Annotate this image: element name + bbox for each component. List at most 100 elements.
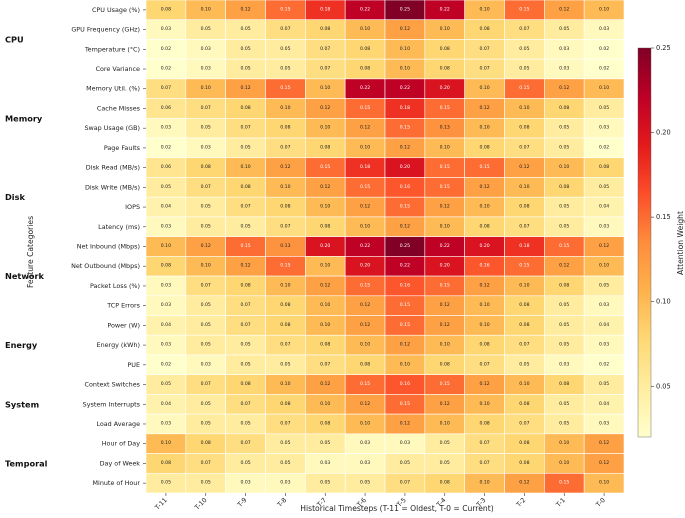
cell-value-label: 0.05 bbox=[240, 66, 250, 72]
cell-value-label: 0.10 bbox=[400, 46, 410, 52]
colorbar-title: Attention Weight bbox=[676, 211, 685, 275]
cell-value-label: 0.03 bbox=[161, 420, 171, 426]
cell-value-label: 0.02 bbox=[161, 144, 171, 150]
cell-value-label: 0.08 bbox=[280, 401, 290, 407]
row-label: GPU Frequency (GHz) bbox=[71, 26, 140, 34]
cell-value-label: 0.10 bbox=[360, 26, 370, 32]
cell-value-label: 0.10 bbox=[479, 125, 489, 131]
cell-value-label: 0.10 bbox=[599, 6, 609, 12]
cell-value-label: 0.02 bbox=[599, 46, 609, 52]
cell-value-label: 0.03 bbox=[161, 302, 171, 308]
column-label: T-0 bbox=[594, 496, 607, 509]
x-axis-title: Historical Timesteps (T-11 = Oldest, T-0… bbox=[300, 504, 493, 513]
cell-value-label: 0.05 bbox=[559, 223, 569, 229]
column-label: T-1 bbox=[554, 496, 567, 509]
cell-value-label: 0.07 bbox=[519, 342, 529, 348]
cell-value-label: 0.10 bbox=[519, 184, 529, 190]
cell-value-label: 0.15 bbox=[400, 204, 410, 210]
cell-value-label: 0.08 bbox=[519, 322, 529, 328]
cell-value-label: 0.07 bbox=[519, 223, 529, 229]
row-label: Context Switches bbox=[85, 381, 141, 389]
cell-value-label: 0.10 bbox=[519, 282, 529, 288]
cell-value-label: 0.10 bbox=[320, 204, 330, 210]
cell-value-label: 0.16 bbox=[400, 381, 410, 387]
row-label: Minute of Hour bbox=[93, 479, 141, 487]
cell-value-label: 0.03 bbox=[161, 125, 171, 131]
cell-value-label: 0.15 bbox=[240, 243, 250, 249]
group-labels: CPU Memory Disk Network Energy System Temporal bbox=[5, 34, 48, 468]
cell-value-label: 0.05 bbox=[201, 420, 211, 426]
cell-value-label: 0.15 bbox=[440, 282, 450, 288]
cell-value-label: 0.08 bbox=[320, 26, 330, 32]
cell-value-label: 0.12 bbox=[400, 420, 410, 426]
cell-value-label: 0.10 bbox=[240, 164, 250, 170]
cell-value-label: 0.08 bbox=[161, 460, 171, 466]
cell-value-label: 0.08 bbox=[559, 184, 569, 190]
cell-value-label: 0.07 bbox=[161, 85, 171, 91]
cell-value-label: 0.05 bbox=[240, 361, 250, 367]
cell-value-label: 0.12 bbox=[479, 105, 489, 111]
cell-value-label: 0.07 bbox=[479, 46, 489, 52]
cell-value-label: 0.12 bbox=[280, 164, 290, 170]
cell-value-label: 0.15 bbox=[360, 105, 370, 111]
cell-value-label: 0.10 bbox=[479, 85, 489, 91]
cell-value-label: 0.02 bbox=[599, 66, 609, 72]
cell-value-label: 0.20 bbox=[360, 263, 370, 269]
cell-value-label: 0.15 bbox=[400, 302, 410, 308]
cell-value-label: 0.05 bbox=[240, 46, 250, 52]
cell-value-label: 0.03 bbox=[599, 125, 609, 131]
cell-value-label: 0.07 bbox=[320, 66, 330, 72]
cell-value-label: 0.18 bbox=[400, 105, 410, 111]
cell-value-label: 0.03 bbox=[280, 480, 290, 486]
cell-value-label: 0.08 bbox=[360, 361, 370, 367]
cell-value-label: 0.07 bbox=[240, 401, 250, 407]
cell-value-label: 0.05 bbox=[201, 401, 211, 407]
cell-value-label: 0.03 bbox=[599, 342, 609, 348]
column-label: T-2 bbox=[514, 496, 527, 509]
cell-value-label: 0.04 bbox=[599, 401, 609, 407]
cell-value-label: 0.20 bbox=[320, 243, 330, 249]
cell-value-label: 0.12 bbox=[440, 322, 450, 328]
cell-value-label: 0.10 bbox=[559, 164, 569, 170]
cell-value-label: 0.25 bbox=[400, 6, 410, 12]
cell-value-label: 0.22 bbox=[440, 243, 450, 249]
cell-value-label: 0.02 bbox=[599, 144, 609, 150]
row-label: Net Outbound (Mbps) bbox=[71, 262, 140, 270]
cell-value-label: 0.12 bbox=[599, 440, 609, 446]
cell-value-label: 0.12 bbox=[519, 480, 529, 486]
row-label: CPU Usage (%) bbox=[92, 6, 140, 14]
cell-value-label: 0.12 bbox=[479, 184, 489, 190]
cell-value-label: 0.15 bbox=[280, 263, 290, 269]
cell-value-label: 0.07 bbox=[280, 223, 290, 229]
cell-value-label: 0.22 bbox=[400, 263, 410, 269]
cell-value-label: 0.03 bbox=[201, 66, 211, 72]
row-label: Temperature (°C) bbox=[84, 45, 140, 53]
cell-value-label: 0.05 bbox=[280, 361, 290, 367]
cell-value-label: 0.03 bbox=[161, 282, 171, 288]
cell-value-label: 0.07 bbox=[479, 66, 489, 72]
cell-value-label: 0.12 bbox=[320, 105, 330, 111]
cell-value-label: 0.02 bbox=[161, 46, 171, 52]
cell-value-label: 0.10 bbox=[400, 361, 410, 367]
cell-value-label: 0.10 bbox=[479, 6, 489, 12]
cell-value-label: 0.10 bbox=[519, 381, 529, 387]
cell-value-label: 0.15 bbox=[400, 401, 410, 407]
cell-value-label: 0.10 bbox=[161, 243, 171, 249]
cell-value-label: 0.12 bbox=[400, 223, 410, 229]
cell-value-label: 0.08 bbox=[240, 184, 250, 190]
cell-value-label: 0.07 bbox=[479, 440, 489, 446]
cell-value-label: 0.06 bbox=[161, 164, 171, 170]
heatmap-cells: 0.08 0.10 0.12 0.15 0.18 0.22 0.25 0.22 0.10 0.15… bbox=[145, 0, 625, 494]
cell-value-label: 0.10 bbox=[599, 263, 609, 269]
cell-value-label: 0.03 bbox=[559, 66, 569, 72]
cell-value-label: 0.08 bbox=[280, 125, 290, 131]
cell-value-label: 0.08 bbox=[201, 164, 211, 170]
cell-value-label: 0.08 bbox=[519, 401, 529, 407]
cell-value-label: 0.10 bbox=[360, 144, 370, 150]
cell-value-label: 0.10 bbox=[320, 322, 330, 328]
cell-value-label: 0.05 bbox=[280, 66, 290, 72]
cell-value-label: 0.03 bbox=[360, 440, 370, 446]
cell-value-label: 0.12 bbox=[440, 204, 450, 210]
cell-value-label: 0.10 bbox=[320, 263, 330, 269]
